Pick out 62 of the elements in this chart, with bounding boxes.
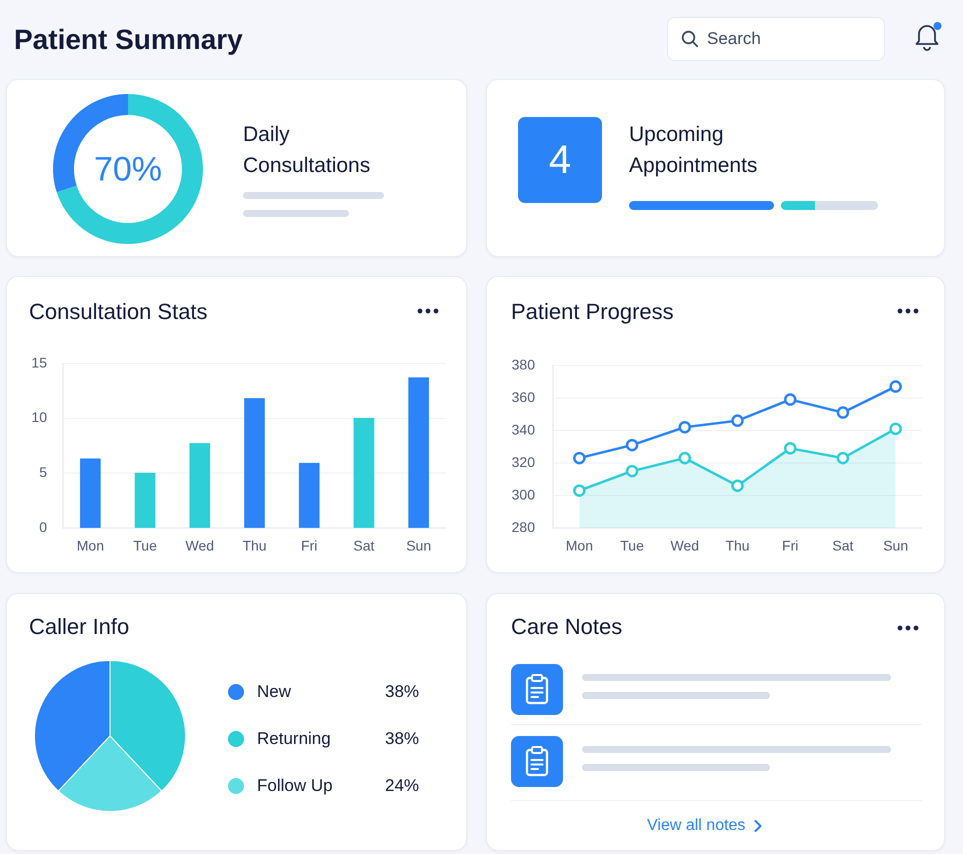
legend-label: Returning bbox=[257, 728, 331, 750]
y-tick-label: 380 bbox=[512, 356, 536, 372]
point bbox=[784, 442, 796, 455]
point bbox=[626, 438, 638, 452]
text: Patient Summary bbox=[14, 24, 243, 55]
y-tick-label: 300 bbox=[512, 486, 536, 502]
text: Upcoming Appointments bbox=[629, 122, 758, 179]
bar bbox=[244, 398, 265, 528]
point bbox=[784, 393, 796, 406]
data-label: 70% bbox=[94, 150, 162, 188]
point bbox=[731, 479, 744, 492]
text: View all notes bbox=[647, 817, 746, 834]
point bbox=[626, 464, 638, 478]
data-label: 24% bbox=[385, 775, 420, 797]
x-tick-label: Thu bbox=[725, 537, 750, 554]
chart-title: Caller Info bbox=[29, 614, 130, 639]
x-tick-label: Fri bbox=[301, 537, 318, 554]
bar bbox=[80, 458, 101, 528]
point bbox=[678, 452, 692, 464]
x-tick-label: Sat bbox=[353, 537, 375, 554]
data-label: 38% bbox=[385, 728, 420, 750]
point bbox=[836, 406, 850, 419]
badge: 4 bbox=[518, 117, 602, 203]
point bbox=[573, 452, 586, 464]
data-label: 38% bbox=[385, 681, 420, 703]
x-tick-label: Wed bbox=[186, 537, 214, 554]
x-tick-label: Sun bbox=[883, 537, 908, 554]
x-tick-label: Mon bbox=[566, 537, 593, 554]
x-tick-label: Tue bbox=[133, 537, 158, 554]
bar bbox=[408, 377, 429, 528]
x-tick-label: Sat bbox=[832, 537, 854, 554]
legend-label: New bbox=[257, 681, 292, 703]
y-tick-label: 320 bbox=[512, 454, 536, 470]
bar bbox=[134, 472, 156, 528]
x-tick-label: Tue bbox=[620, 537, 644, 554]
y-tick-label: 340 bbox=[512, 421, 536, 438]
text: Daily Consultations bbox=[243, 122, 372, 179]
x-tick-label: Mon bbox=[76, 537, 104, 554]
y-tick-label: 15 bbox=[31, 354, 48, 370]
x-tick-label: Sun bbox=[406, 537, 432, 554]
search-field: Search bbox=[667, 17, 885, 61]
chart-title: Patient Progress bbox=[511, 299, 674, 324]
point bbox=[573, 484, 586, 497]
y-tick-label: 0 bbox=[39, 518, 48, 535]
y-tick-label: 5 bbox=[39, 464, 48, 480]
point bbox=[678, 420, 692, 434]
bar bbox=[189, 443, 210, 528]
point bbox=[836, 452, 850, 464]
x-tick-label: Thu bbox=[242, 537, 267, 554]
point bbox=[889, 380, 902, 393]
chart-title: Consultation Stats bbox=[29, 299, 208, 324]
text: Care Notes bbox=[511, 614, 622, 639]
bar bbox=[298, 462, 320, 528]
point bbox=[731, 414, 744, 427]
y-tick-label: 10 bbox=[31, 409, 48, 426]
x-tick-label: Wed bbox=[670, 537, 700, 554]
y-tick-label: 280 bbox=[512, 518, 536, 535]
point bbox=[889, 422, 902, 436]
y-tick-label: 360 bbox=[512, 388, 536, 405]
x-tick-label: Fri bbox=[782, 537, 798, 554]
legend-label: Follow Up bbox=[257, 775, 333, 797]
bar bbox=[354, 418, 374, 528]
